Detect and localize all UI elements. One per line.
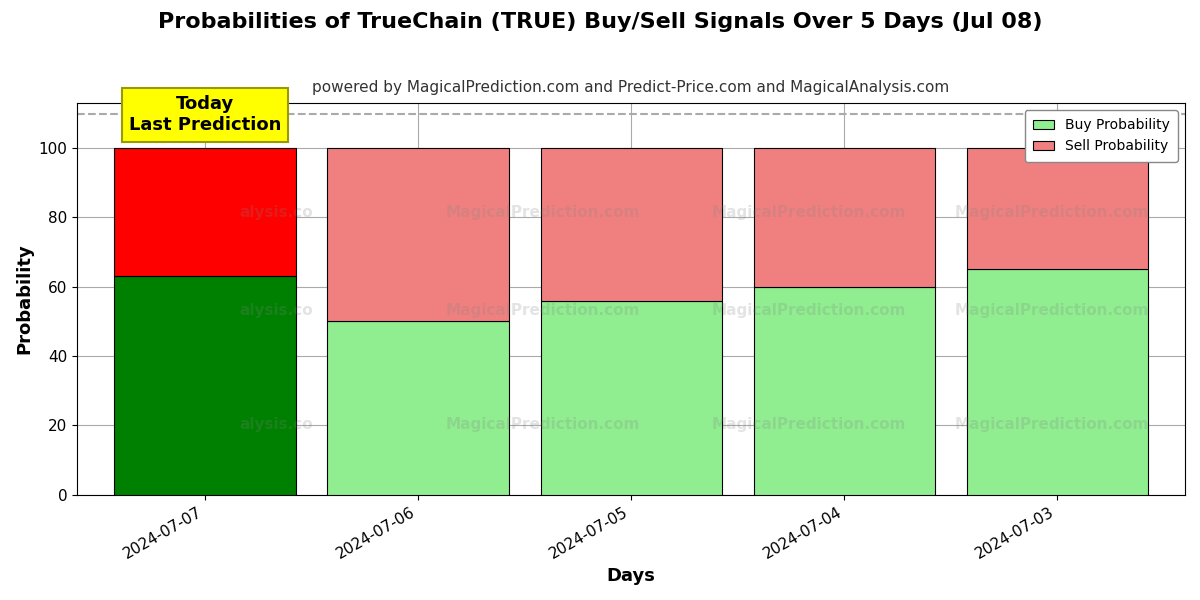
Text: MagicalPrediction.com: MagicalPrediction.com xyxy=(712,416,906,431)
Bar xyxy=(328,148,509,322)
Text: alysis.co: alysis.co xyxy=(240,303,313,318)
Text: MagicalPrediction.com: MagicalPrediction.com xyxy=(955,303,1150,318)
Bar xyxy=(967,269,1147,494)
X-axis label: Days: Days xyxy=(607,567,655,585)
Text: alysis.co: alysis.co xyxy=(240,416,313,431)
Text: MagicalPrediction.com: MagicalPrediction.com xyxy=(445,303,640,318)
Text: MagicalPrediction.com: MagicalPrediction.com xyxy=(712,205,906,220)
Bar xyxy=(967,148,1147,269)
Y-axis label: Probability: Probability xyxy=(14,244,32,354)
Bar xyxy=(328,322,509,494)
Text: Probabilities of TrueChain (TRUE) Buy/Sell Signals Over 5 Days (Jul 08): Probabilities of TrueChain (TRUE) Buy/Se… xyxy=(157,12,1043,32)
Text: alysis.co: alysis.co xyxy=(240,205,313,220)
Text: Today
Last Prediction: Today Last Prediction xyxy=(128,95,281,134)
Bar xyxy=(754,148,935,287)
Bar xyxy=(754,287,935,494)
Bar xyxy=(540,148,721,301)
Legend: Buy Probability, Sell Probability: Buy Probability, Sell Probability xyxy=(1025,110,1178,161)
Text: MagicalPrediction.com: MagicalPrediction.com xyxy=(712,303,906,318)
Text: MagicalPrediction.com: MagicalPrediction.com xyxy=(445,416,640,431)
Title: powered by MagicalPrediction.com and Predict-Price.com and MagicalAnalysis.com: powered by MagicalPrediction.com and Pre… xyxy=(312,80,949,95)
Bar xyxy=(114,148,295,277)
Bar xyxy=(114,277,295,494)
Text: MagicalPrediction.com: MagicalPrediction.com xyxy=(445,205,640,220)
Text: MagicalPrediction.com: MagicalPrediction.com xyxy=(955,416,1150,431)
Bar xyxy=(540,301,721,494)
Text: MagicalPrediction.com: MagicalPrediction.com xyxy=(955,205,1150,220)
